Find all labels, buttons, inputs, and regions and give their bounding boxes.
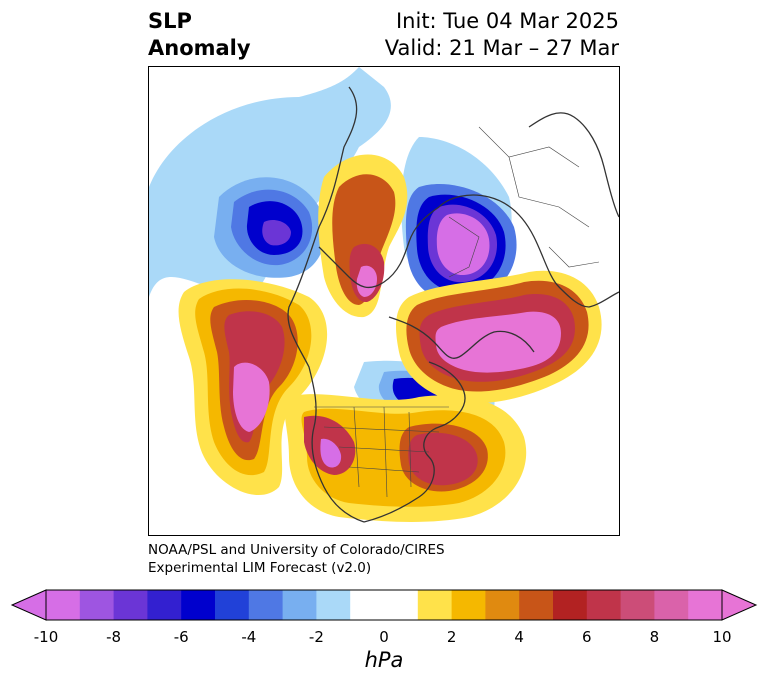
anomaly-contour [408,432,478,486]
init-date: Init: Tue 04 Mar 2025 [395,9,619,33]
title-right: Init: Tue 04 Mar 2025 Valid: 21 Mar – 27… [385,8,619,62]
colorbar-tick-label: 0 [379,628,389,646]
colorbar-segment [586,590,622,620]
colorbar-tick-label: 8 [649,628,660,646]
colorbar-tick-label: -2 [308,628,324,646]
anomaly-map [148,66,620,536]
borders [314,126,600,498]
colorbar [10,589,758,621]
colorbar-segment [620,590,655,620]
anomaly-contour [233,362,270,432]
colorbar-unit: hPa [364,648,404,672]
colorbar-tick-label: 6 [582,628,592,646]
colorbar-segment [350,590,385,620]
colorbar-segment [215,590,250,620]
anomaly-contour [435,311,561,373]
map-canvas [149,67,619,523]
colorbar-segment [282,590,317,620]
colorbar-segment [688,590,723,620]
anomaly-contour [262,220,291,246]
colorbar-tick-label: 2 [446,628,457,646]
colorbar-segment [384,590,419,620]
anomaly-contour [380,296,390,306]
colorbar-tick-label: 10 [712,628,732,646]
credit-text: NOAA/PSL and University of Colorado/CIRE… [148,541,445,577]
colorbar-tick-label: -6 [173,628,189,646]
colorbar-segment [113,590,148,620]
colorbar-segment [519,590,554,620]
colorbar-segment [46,590,81,620]
title-variable: SLP [148,9,192,33]
colorbar-segment [147,590,182,620]
colorbar-segment [316,590,351,620]
colorbar-segment [451,590,486,620]
colorbar-segment [248,590,284,620]
credit-line-2: Experimental LIM Forecast (v2.0) [148,560,372,576]
colorbar-segment [654,590,689,620]
title-variable-type: Anomaly [148,36,251,60]
colorbar-tick-label: -4 [241,628,257,646]
credit-line-1: NOAA/PSL and University of Colorado/CIRE… [148,542,445,558]
colorbar-under-extension [10,589,47,621]
colorbar-segment [417,590,453,620]
colorbar-segment [485,590,520,620]
colorbar-segment [553,590,588,620]
coastlines [287,86,619,523]
colorbar-over-extension [721,589,758,621]
anomaly-contour [356,265,377,297]
colorbar-tick-label: 4 [514,628,524,646]
anomaly-contour [332,174,396,305]
valid-range: Valid: 21 Mar – 27 Mar [384,36,619,60]
colorbar-frame [45,589,723,621]
colorbar-segment [181,590,216,620]
colorbar-tick-label: -8 [106,628,122,646]
colorbar-tick-label: -10 [33,628,59,646]
colorbar-segment [79,590,115,620]
colorbar-ticks: -10 -8 -6 -4 -2 0 2 4 6 8 10 [0,628,768,648]
anomaly-contour [320,438,342,468]
anomaly-contour [436,213,490,276]
title-left: SLP Anomaly [148,8,251,62]
